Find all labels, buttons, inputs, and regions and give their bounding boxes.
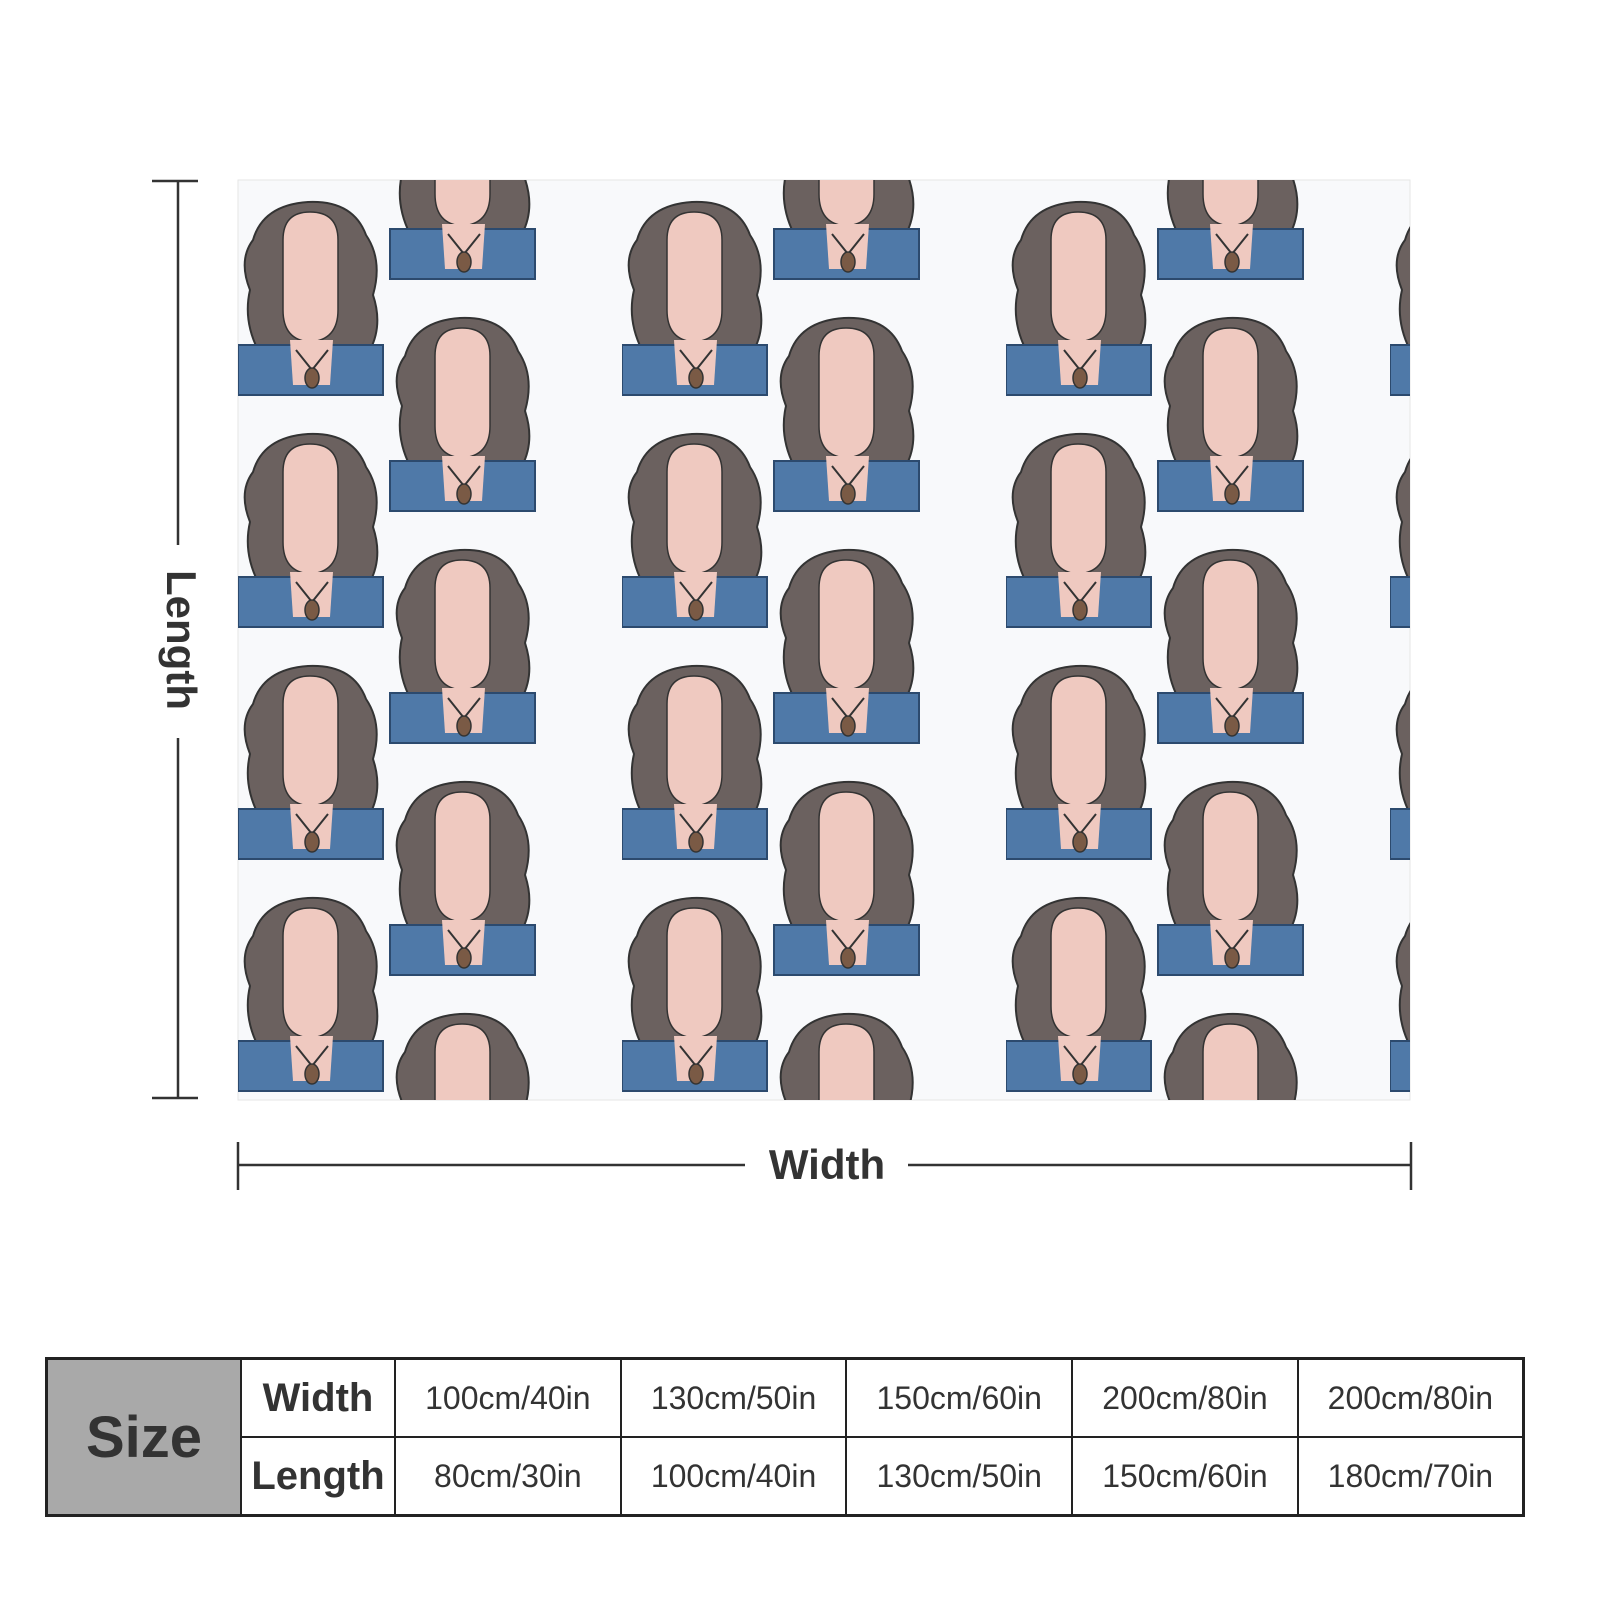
size-cell: 130cm/50in: [845, 1436, 1074, 1517]
size-header: Size: [45, 1357, 242, 1517]
row-label: Length: [240, 1436, 396, 1517]
row-label: Width: [240, 1357, 396, 1438]
size-cell: 200cm/80in: [1071, 1357, 1299, 1438]
blanket-pattern: [238, 180, 1410, 1100]
width-label: Width: [769, 1141, 885, 1188]
size-cell: 100cm/40in: [394, 1357, 622, 1438]
size-table-body: Size Width 100cm/40in 130cm/50in 150cm/60in…: [45, 1357, 1525, 1517]
size-cell: 80cm/30in: [394, 1436, 622, 1517]
size-row: Length 80cm/30in 100cm/40in 130cm/50in 150cm…: [47, 1436, 1525, 1517]
size-cell: 150cm/60in: [1071, 1436, 1299, 1517]
size-cell: 180cm/70in: [1296, 1436, 1525, 1517]
width-dimension: [236, 1142, 1413, 1190]
length-label: Length: [158, 570, 205, 710]
size-table: Size Width 100cm/40in 130cm/50in 150cm/60in…: [45, 1357, 1525, 1517]
size-cell: 100cm/40in: [619, 1436, 848, 1517]
size-cell: 150cm/60in: [845, 1357, 1074, 1438]
size-row: Size Width 100cm/40in 130cm/50in 150cm/60in…: [45, 1357, 1525, 1517]
length-dimension: [152, 179, 198, 1100]
size-cell: 130cm/50in: [619, 1357, 848, 1438]
size-cell: 200cm/80in: [1296, 1357, 1525, 1438]
blanket-diagram: Length Width: [152, 179, 1413, 1190]
